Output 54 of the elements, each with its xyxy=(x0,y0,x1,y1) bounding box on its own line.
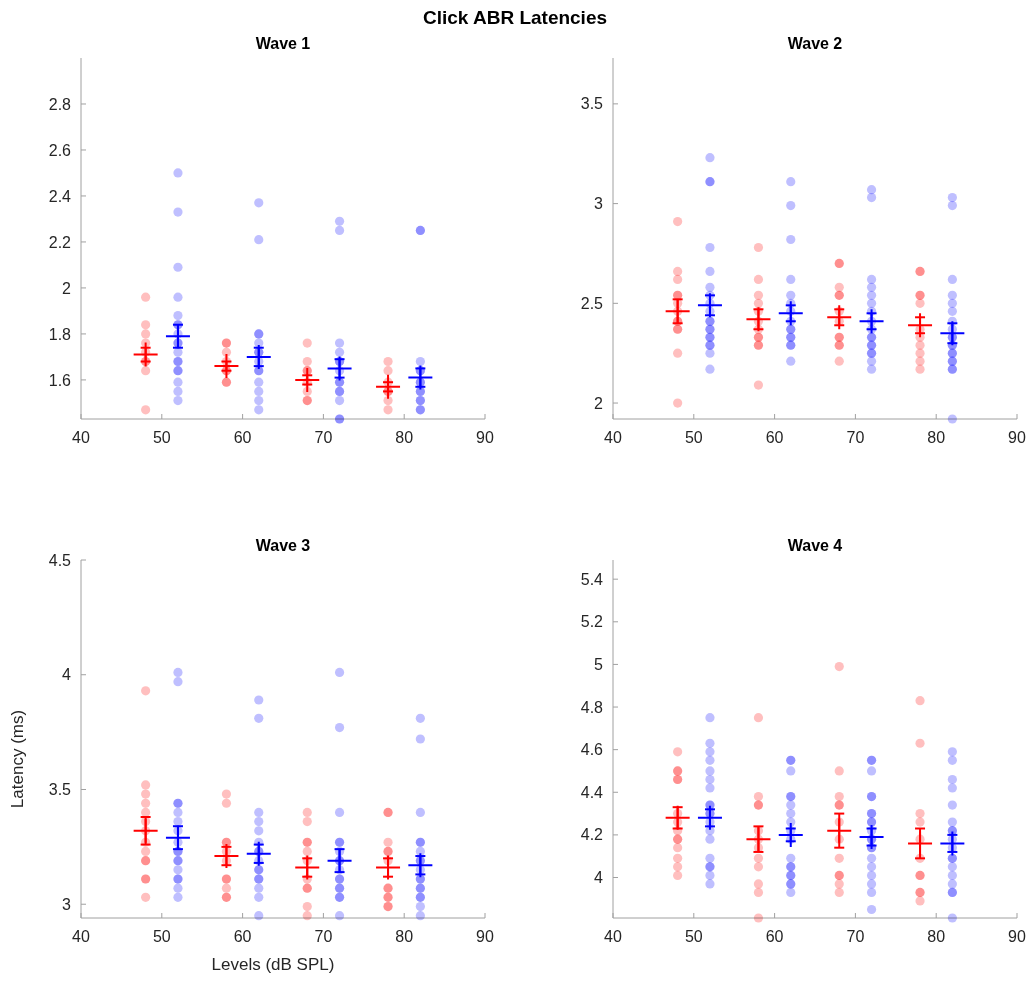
x-tick-label: 40 xyxy=(72,429,90,446)
y-tick-label: 2.2 xyxy=(48,233,72,251)
chart-title: Wave 1 xyxy=(255,35,311,52)
y-tick-label: 3 xyxy=(62,895,72,913)
x-tick-label: 60 xyxy=(765,928,784,945)
y-tick-label: 4.8 xyxy=(580,698,604,716)
y-tick-label: 4 xyxy=(62,666,72,684)
x-tick-label: 80 xyxy=(395,429,414,446)
x-tick-label: 90 xyxy=(1008,429,1026,446)
x-axis-title: Levels (dB SPL) xyxy=(211,955,335,974)
x-tick-label: 40 xyxy=(604,429,622,446)
x-tick-label: 60 xyxy=(233,429,252,446)
chart-title: Wave 2 xyxy=(787,35,843,52)
y-tick-label: 2.6 xyxy=(48,141,72,159)
x-tick-label: 50 xyxy=(152,429,171,446)
text: Click ABR Latencies xyxy=(422,7,608,28)
y-tick-label: 4.4 xyxy=(580,783,604,801)
x-tick-label: 70 xyxy=(314,928,333,945)
y-axis-title: Latency (ms) xyxy=(8,709,27,809)
y-tick-label: 2.4 xyxy=(48,187,72,205)
x-tick-label: 70 xyxy=(846,429,865,446)
x-tick-label: 50 xyxy=(152,928,171,945)
y-tick-label: 4.5 xyxy=(48,551,72,569)
y-tick-label: 3 xyxy=(594,195,604,213)
y-tick-label: 4 xyxy=(594,869,604,887)
y-tick-label: 4.6 xyxy=(580,741,604,759)
x-tick-label: 70 xyxy=(846,928,865,945)
y-tick-label: 3.5 xyxy=(48,781,72,799)
y-tick-label: 3.5 xyxy=(580,95,604,113)
y-tick-label: 5.4 xyxy=(580,570,604,588)
y-tick-label: 5 xyxy=(594,656,604,674)
y-tick-label: 2 xyxy=(62,279,72,297)
x-tick-label: 80 xyxy=(395,928,414,945)
x-tick-label: 50 xyxy=(684,928,703,945)
x-tick-label: 80 xyxy=(927,429,946,446)
x-tick-label: 80 xyxy=(927,928,946,945)
y-tick-label: 1.8 xyxy=(48,325,72,343)
y-tick-label: 5.2 xyxy=(580,613,604,631)
y-tick-label: 4.2 xyxy=(580,826,604,844)
x-tick-label: 40 xyxy=(72,928,90,945)
x-tick-label: 90 xyxy=(476,429,494,446)
x-tick-label: 70 xyxy=(314,429,333,446)
x-tick-label: 90 xyxy=(476,928,494,945)
x-tick-label: 60 xyxy=(765,429,784,446)
y-tick-label: 1.6 xyxy=(48,371,72,389)
x-tick-label: 60 xyxy=(233,928,252,945)
x-tick-label: 50 xyxy=(684,429,703,446)
x-tick-label: 90 xyxy=(1008,928,1026,945)
chart-title: Wave 3 xyxy=(255,537,311,554)
chart-title: Wave 4 xyxy=(787,537,843,554)
x-tick-label: 40 xyxy=(604,928,622,945)
y-tick-label: 2.5 xyxy=(580,294,604,312)
y-tick-label: 2 xyxy=(594,394,604,412)
y-tick-label: 2.8 xyxy=(48,95,72,113)
